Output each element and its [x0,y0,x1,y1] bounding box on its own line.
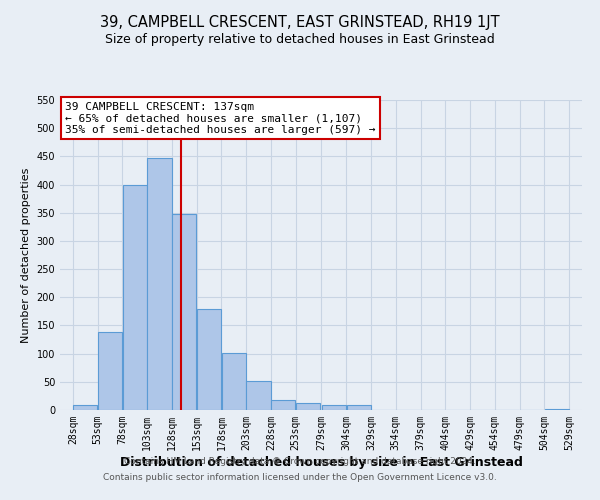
Bar [122,184,147,410]
Text: Contains HM Land Registry data © Crown copyright and database right 2024.: Contains HM Land Registry data © Crown c… [124,458,476,466]
Bar [347,406,371,410]
Text: 39 CAMPBELL CRESCENT: 137sqm
← 65% of detached houses are smaller (1,107)
35% of: 39 CAMPBELL CRESCENT: 137sqm ← 65% of de… [65,102,376,134]
Bar [247,380,271,410]
Bar [172,214,196,410]
Bar [148,158,172,410]
Bar [322,405,346,410]
Bar [73,406,97,410]
Bar [222,352,246,410]
Bar [197,308,221,410]
Text: Contains public sector information licensed under the Open Government Licence v3: Contains public sector information licen… [103,472,497,482]
Bar [545,409,569,410]
Y-axis label: Number of detached properties: Number of detached properties [21,168,31,342]
Bar [296,402,320,410]
Bar [271,400,295,410]
X-axis label: Distribution of detached houses by size in East Grinstead: Distribution of detached houses by size … [119,456,523,468]
Bar [98,332,122,410]
Text: 39, CAMPBELL CRESCENT, EAST GRINSTEAD, RH19 1JT: 39, CAMPBELL CRESCENT, EAST GRINSTEAD, R… [100,15,500,30]
Text: Size of property relative to detached houses in East Grinstead: Size of property relative to detached ho… [105,32,495,46]
